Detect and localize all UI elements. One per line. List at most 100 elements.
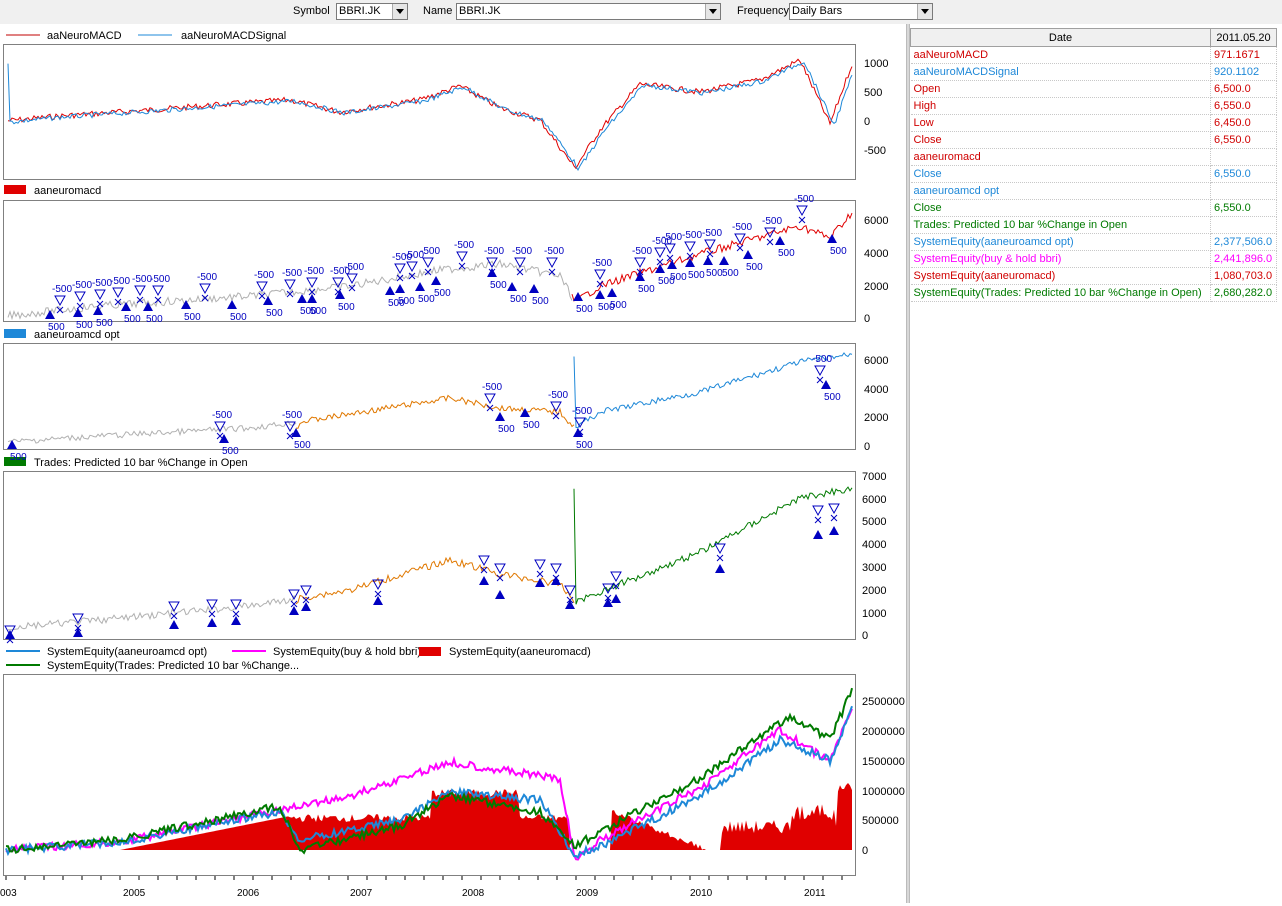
chevron-down-icon[interactable] bbox=[392, 4, 407, 19]
data-row[interactable]: Close 6,550.0 bbox=[910, 131, 1277, 149]
sell-arrow-icon bbox=[134, 285, 146, 297]
date-value-header[interactable]: 2011.05.20 bbox=[1210, 28, 1277, 47]
buy-arrow-icon bbox=[573, 428, 583, 437]
data-row[interactable]: SystemEquity(buy & hold bbri) 2,441,896.0 bbox=[910, 250, 1277, 268]
buy-arrow-icon bbox=[263, 296, 273, 305]
sell-label: -500 bbox=[110, 276, 130, 287]
data-row[interactable]: Close 6,550.0 bbox=[910, 199, 1277, 217]
buy-label: 500 bbox=[746, 262, 763, 273]
exit-x-icon bbox=[686, 252, 694, 260]
row-value bbox=[1210, 216, 1277, 234]
opt-legend: aaneuroamcd opt bbox=[4, 329, 120, 341]
trades-legend: Trades: Predicted 10 bar %Change in Open bbox=[4, 457, 248, 469]
row-label: SystemEquity(aaneuroamcd opt) bbox=[910, 233, 1211, 251]
row-value: 6,550.0 bbox=[1210, 199, 1277, 217]
exit-x-icon bbox=[596, 280, 604, 288]
row-value bbox=[1210, 148, 1277, 166]
chart-canvas[interactable]: aaNeuroMACD aaNeuroMACDSignal aaneuromac… bbox=[0, 24, 906, 903]
buy-arrow-icon bbox=[431, 276, 441, 285]
opt-legend-swatch bbox=[4, 329, 26, 338]
sell-arrow-icon bbox=[230, 599, 242, 611]
tick-label: 7000 bbox=[862, 471, 886, 483]
sell-arrow-icon bbox=[828, 503, 840, 515]
row-value: 2,680,282.0 bbox=[1210, 284, 1277, 302]
equity-macd-area bbox=[6, 783, 852, 850]
aaneuromacd-legend-label: aaneuromacd bbox=[34, 185, 101, 197]
buy-arrow-icon bbox=[607, 288, 617, 297]
data-row[interactable]: SystemEquity(aaneuromacd) 1,080,703.0 bbox=[910, 267, 1277, 285]
name-value: BBRI.JK bbox=[459, 5, 501, 17]
data-row[interactable]: Close 6,550.0 bbox=[910, 165, 1277, 183]
row-label: SystemEquity(aaneuromacd) bbox=[910, 267, 1211, 285]
sell-arrow-icon bbox=[634, 257, 646, 269]
data-row[interactable]: aaNeuroMACD 971.1671 bbox=[910, 46, 1277, 64]
aaneuromacd-pane[interactable] bbox=[3, 200, 856, 322]
buy-arrow-icon bbox=[7, 440, 17, 449]
date-header[interactable]: Date bbox=[910, 28, 1211, 47]
equity-pane[interactable] bbox=[3, 674, 856, 876]
opt-pane[interactable] bbox=[3, 343, 856, 450]
data-row[interactable]: aaneuroamcd opt bbox=[910, 182, 1277, 200]
buy-label: 500 bbox=[610, 300, 627, 311]
sell-arrow-icon bbox=[574, 417, 586, 429]
data-row[interactable]: Open 6,500.0 bbox=[910, 80, 1277, 98]
data-row[interactable]: Low 6,450.0 bbox=[910, 114, 1277, 132]
sell-label: -500 bbox=[544, 246, 564, 257]
chart-area[interactable]: aaNeuroMACD aaNeuroMACDSignal aaneuromac… bbox=[0, 24, 906, 903]
sell-label: -500 bbox=[344, 262, 364, 273]
chevron-down-icon[interactable] bbox=[917, 4, 932, 19]
symbol-combo[interactable]: BBRI.JK bbox=[336, 3, 408, 20]
chevron-down-icon[interactable] bbox=[705, 4, 720, 19]
pane-splitter[interactable] bbox=[906, 24, 910, 903]
row-value: 971.1671 bbox=[1210, 46, 1277, 64]
data-row[interactable]: Trades: Predicted 10 bar %Change in Open bbox=[910, 216, 1277, 234]
data-row[interactable]: aaNeuroMACDSignal 920.1102 bbox=[910, 63, 1277, 81]
macd-signal-line bbox=[7, 62, 853, 172]
data-row[interactable]: SystemEquity(Trades: Predicted 10 bar %C… bbox=[910, 284, 1277, 302]
buy-label: 500 bbox=[490, 280, 507, 291]
sell-arrow-icon bbox=[332, 277, 344, 289]
frequency-combo[interactable]: Daily Bars bbox=[789, 3, 933, 20]
opt-legend-label: aaneuroamcd opt bbox=[34, 329, 120, 341]
sell-label: -500 bbox=[682, 230, 702, 241]
buy-arrow-icon bbox=[611, 594, 621, 603]
sell-arrow-icon bbox=[300, 585, 312, 597]
name-combo[interactable]: BBRI.JK bbox=[456, 3, 721, 20]
buy-label: 500 bbox=[300, 306, 317, 317]
buy-label: 500 bbox=[778, 248, 795, 259]
sell-label: -500 bbox=[197, 272, 217, 283]
sell-label: -500 bbox=[482, 382, 502, 393]
data-row[interactable]: aaneuromacd bbox=[910, 148, 1277, 166]
equity-bh-label: SystemEquity(buy & hold bbri) bbox=[273, 646, 421, 658]
buy-arrow-icon bbox=[73, 308, 83, 317]
sell-arrow-icon bbox=[734, 233, 746, 245]
sell-arrow-icon bbox=[704, 239, 716, 251]
data-row[interactable]: High 6,550.0 bbox=[910, 97, 1277, 115]
sell-arrow-icon bbox=[406, 261, 418, 273]
sell-arrow-icon bbox=[284, 279, 296, 291]
sell-label: -500 bbox=[404, 250, 424, 261]
equity-opt-label: SystemEquity(aaneuroamcd opt) bbox=[47, 646, 207, 658]
sell-label: -500 bbox=[52, 284, 72, 295]
exit-x-icon bbox=[458, 262, 466, 270]
buy-arrow-icon bbox=[169, 620, 179, 629]
symbol-value: BBRI.JK bbox=[339, 5, 381, 17]
data-row[interactable]: SystemEquity(aaneuroamcd opt) 2,377,506.0 bbox=[910, 233, 1277, 251]
buy-arrow-icon bbox=[45, 310, 55, 319]
macd-line bbox=[7, 58, 853, 170]
tick-label: 1000000 bbox=[862, 786, 905, 798]
buy-label: 500 bbox=[124, 314, 141, 325]
macd-pane[interactable] bbox=[3, 44, 856, 180]
sell-label: -500 bbox=[572, 406, 592, 417]
sell-label: -500 bbox=[592, 258, 612, 269]
x-tick-label: 2011 bbox=[804, 888, 826, 899]
buy-arrow-icon bbox=[143, 302, 153, 311]
buy-arrow-icon bbox=[219, 434, 229, 443]
x-tick-label: 2005 bbox=[123, 888, 146, 899]
sell-label: -500 bbox=[484, 246, 504, 257]
opt-line-blue bbox=[573, 352, 853, 429]
trades-pane[interactable] bbox=[3, 471, 856, 640]
buy-arrow-icon bbox=[529, 284, 539, 293]
buy-label: 500 bbox=[266, 308, 283, 319]
buy-label: 500 bbox=[830, 246, 847, 257]
